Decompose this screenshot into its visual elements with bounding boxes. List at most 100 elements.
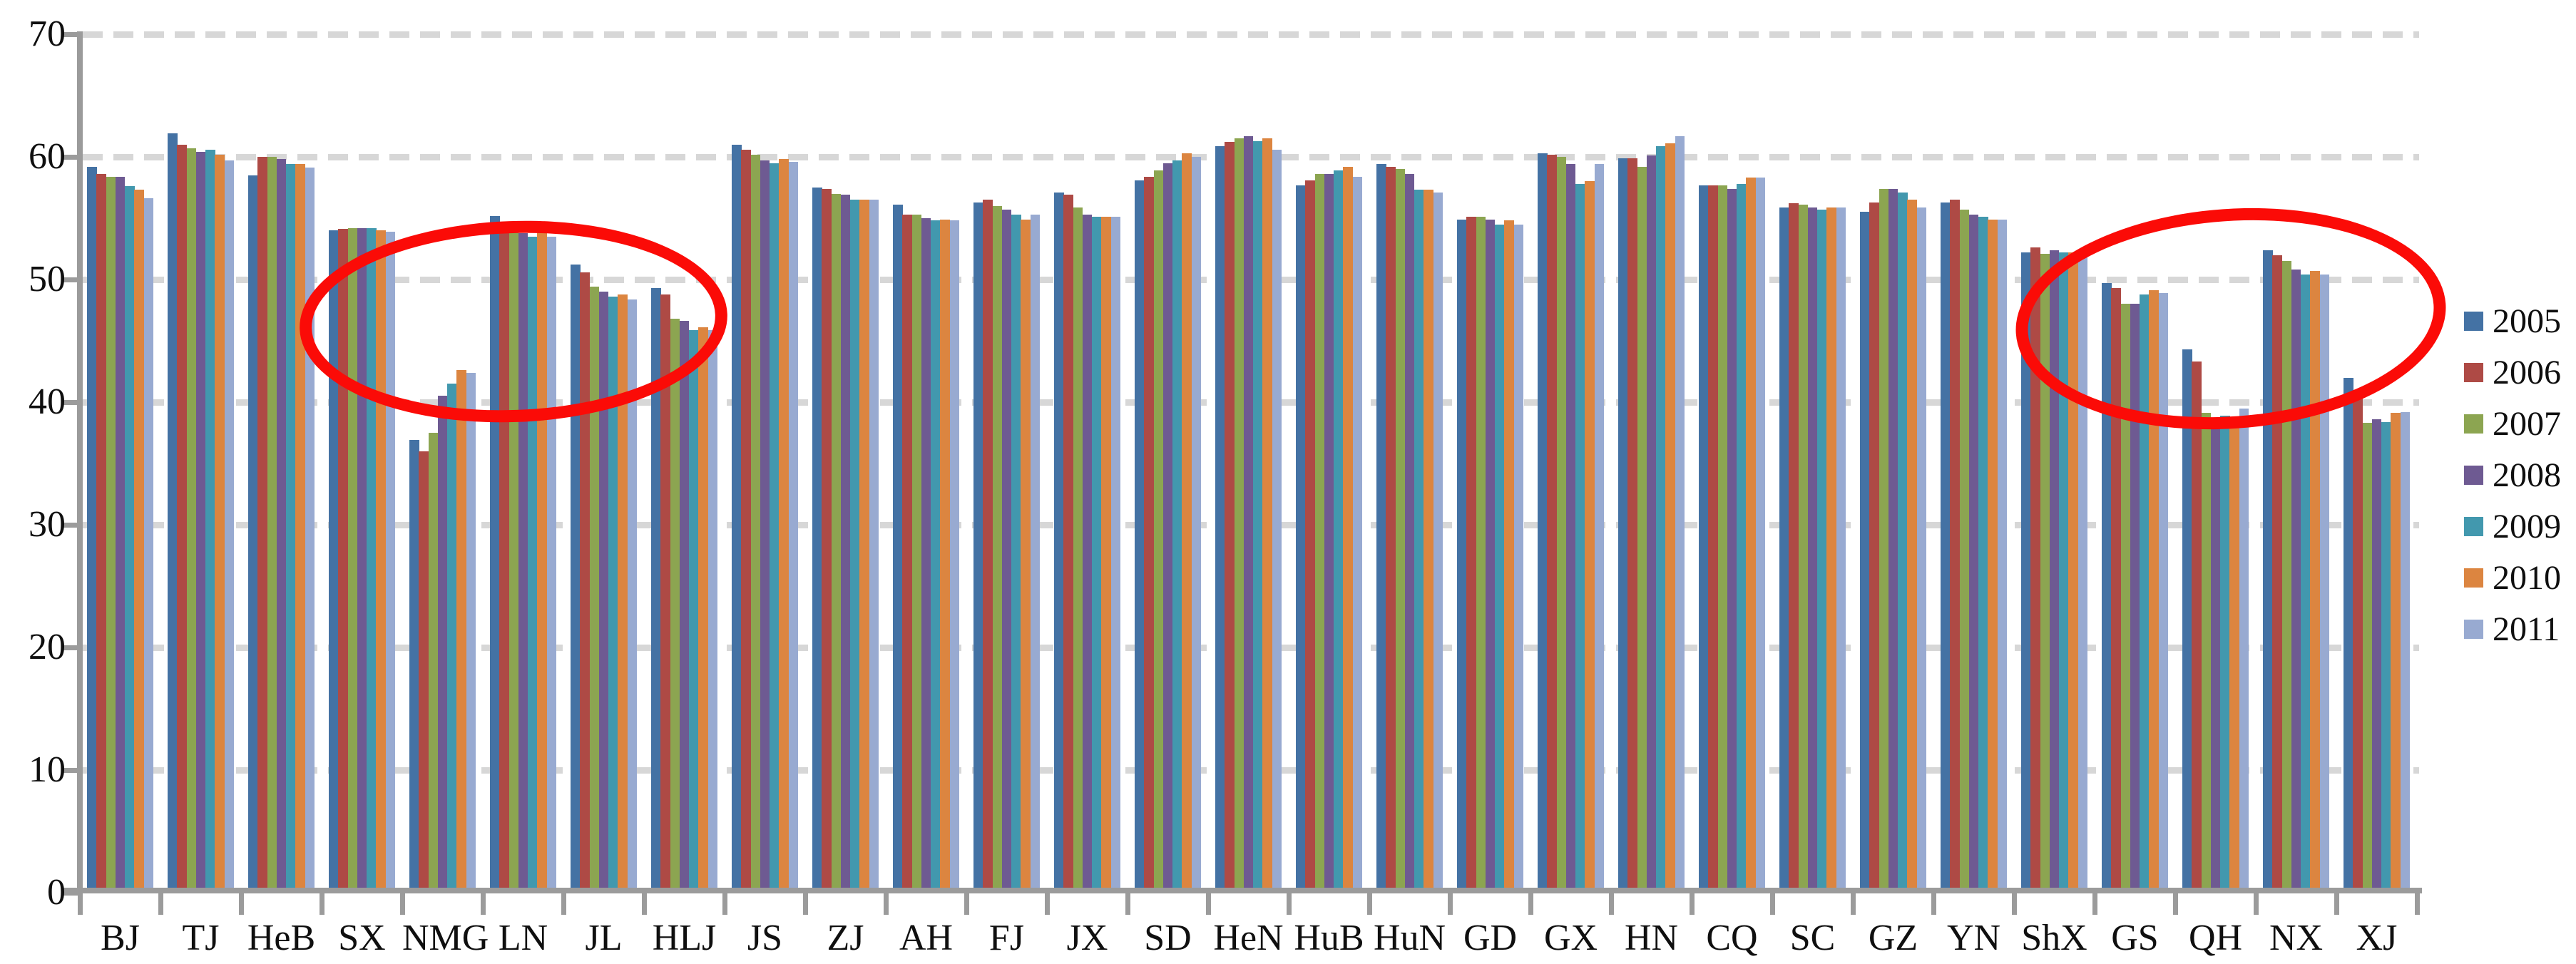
- x-tick: [1287, 893, 1292, 915]
- bar-HN-2005: [1618, 158, 1628, 893]
- bar-group-BJ: [87, 34, 154, 893]
- bar-JL-2005: [571, 265, 581, 893]
- bar-GD-2011: [1513, 224, 1524, 893]
- legend: 2005 2006 2007 2008 2009 2010 2011: [2464, 295, 2561, 655]
- x-axis-label-TJ: TJ: [182, 918, 220, 958]
- bar-HuN-2007: [1395, 169, 1406, 893]
- bar-HeN-2009: [1253, 140, 1263, 893]
- bar-HuB-2005: [1296, 185, 1306, 893]
- bar-group-SX: [329, 34, 396, 893]
- x-tick: [1125, 893, 1130, 915]
- bar-SD-2006: [1144, 176, 1154, 893]
- legend-swatch-2010: [2464, 568, 2483, 588]
- bar-GZ-2011: [1916, 207, 1927, 893]
- x-axis-label-SD: SD: [1144, 918, 1192, 958]
- x-tick: [2173, 893, 2178, 915]
- legend-item-2008: 2008: [2464, 449, 2561, 501]
- x-tick: [320, 893, 324, 915]
- bar-GX-2007: [1556, 157, 1567, 893]
- bar-HuN-2008: [1404, 174, 1415, 893]
- bar-SC-2008: [1807, 207, 1818, 893]
- x-axis-line: [61, 888, 2422, 893]
- bar-group-QH: [2182, 34, 2249, 893]
- x-tick: [1770, 893, 1775, 915]
- bar-CQ-2008: [1727, 188, 1737, 893]
- bar-SX-2009: [367, 227, 377, 893]
- bar-group-ZJ: [812, 34, 879, 893]
- bar-group-AH: [893, 34, 960, 893]
- x-tick: [2012, 893, 2017, 915]
- bar-LN-2006: [499, 224, 509, 893]
- bar-SD-2009: [1172, 160, 1182, 893]
- x-axis-label-BJ: BJ: [101, 918, 140, 958]
- bar-JL-2007: [589, 287, 600, 893]
- bar-QH-2005: [2182, 349, 2192, 893]
- bar-HeN-2011: [1272, 149, 1282, 893]
- y-tick-10: [61, 768, 81, 773]
- bar-SD-2011: [1191, 157, 1202, 893]
- bar-HuB-2010: [1343, 166, 1353, 893]
- x-tick: [1206, 893, 1211, 915]
- x-tick: [78, 893, 83, 915]
- bar-HLJ-2010: [698, 327, 708, 893]
- y-tick-60: [61, 155, 81, 160]
- x-tick: [2254, 893, 2259, 915]
- bar-CQ-2011: [1755, 178, 1766, 893]
- bar-GX-2009: [1575, 183, 1585, 893]
- bar-HeN-2006: [1225, 142, 1235, 893]
- x-axis-label-SX: SX: [338, 918, 386, 958]
- y-axis-label-50: 50: [29, 259, 66, 299]
- x-tick: [1690, 893, 1695, 915]
- legend-item-2011: 2011: [2464, 603, 2561, 655]
- bar-JL-2006: [580, 272, 590, 893]
- bar-GX-2011: [1594, 164, 1605, 893]
- bar-HuN-2010: [1424, 190, 1433, 893]
- bar-NX-2008: [2291, 270, 2301, 893]
- bar-HeB-2006: [257, 157, 267, 893]
- bar-LN-2011: [546, 236, 557, 893]
- bar-YN-2006: [1950, 200, 1960, 893]
- x-tick: [1609, 893, 1614, 915]
- bar-AH-2008: [921, 218, 931, 893]
- y-tick-50: [61, 277, 81, 282]
- bar-HeB-2010: [295, 164, 305, 893]
- bar-ZJ-2006: [822, 188, 832, 893]
- bar-GX-2008: [1565, 164, 1576, 893]
- bar-ShX-2009: [2059, 252, 2069, 893]
- x-tick: [2092, 893, 2097, 915]
- x-tick: [1931, 893, 1936, 915]
- x-axis-label-HuB: HuB: [1294, 918, 1364, 958]
- bar-group-GS: [2102, 34, 2169, 893]
- bar-JL-2008: [598, 292, 609, 893]
- bar-FJ-2005: [973, 202, 983, 893]
- bar-group-GZ: [1860, 34, 1927, 893]
- bar-group-FJ: [973, 34, 1041, 893]
- x-tick: [481, 893, 486, 915]
- bar-GS-2006: [2111, 288, 2121, 893]
- bar-YN-2010: [1988, 219, 1998, 893]
- x-tick: [561, 893, 566, 915]
- bar-SC-2007: [1798, 205, 1809, 893]
- bar-JS-2008: [760, 160, 770, 893]
- bar-BJ-2008: [115, 176, 126, 893]
- x-axis-label-ZJ: ZJ: [827, 918, 864, 958]
- legend-swatch-2009: [2464, 516, 2483, 536]
- bar-SC-2011: [1836, 207, 1846, 893]
- x-tick: [239, 893, 244, 915]
- bar-YN-2008: [1968, 214, 1979, 893]
- bar-GS-2011: [2158, 292, 2169, 893]
- y-tick-70: [61, 32, 81, 37]
- legend-label-2009: 2009: [2493, 507, 2561, 545]
- bar-group-HuN: [1376, 34, 1443, 893]
- bar-XJ-2006: [2353, 392, 2363, 893]
- bar-ShX-2006: [2030, 247, 2040, 893]
- bar-QH-2010: [2229, 423, 2239, 893]
- x-axis-label-AH: AH: [899, 918, 954, 958]
- bar-GX-2010: [1585, 181, 1595, 893]
- bar-NMG-2010: [456, 370, 466, 893]
- bar-CQ-2010: [1746, 178, 1756, 893]
- x-tick: [803, 893, 808, 915]
- bar-HLJ-2007: [670, 319, 680, 893]
- bar-ShX-2010: [2068, 252, 2078, 893]
- bar-HLJ-2009: [689, 329, 699, 893]
